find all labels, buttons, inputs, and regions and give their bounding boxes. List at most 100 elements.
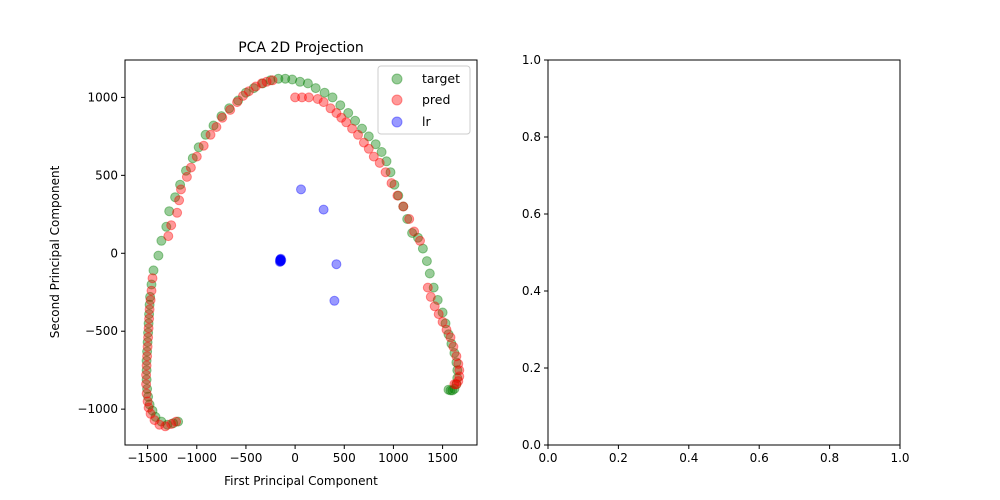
y-tick-label: −500	[85, 324, 118, 338]
point-pred	[380, 167, 391, 178]
point-target	[437, 307, 448, 318]
point-pred	[453, 376, 464, 387]
point-pred	[205, 129, 216, 140]
point-pred	[386, 178, 397, 189]
point-pred	[312, 94, 323, 104]
point-target	[446, 338, 457, 349]
point-target	[143, 327, 154, 338]
point-lr	[275, 253, 286, 264]
point-pred	[267, 75, 278, 86]
point-target	[175, 179, 186, 190]
pca-subplot: PCA 2D Projection −1500 −1000 −500 0 500 1000…	[48, 40, 478, 488]
point-pred	[451, 379, 462, 390]
point-pred	[185, 162, 196, 173]
point-target	[424, 268, 435, 279]
point-lr	[275, 256, 286, 267]
point-pred	[141, 369, 152, 380]
point-pred	[166, 419, 177, 429]
point-target	[452, 373, 463, 383]
point-pred	[297, 92, 307, 103]
point-target	[407, 228, 418, 238]
point-target	[452, 365, 463, 376]
point-pred	[454, 371, 465, 382]
x-tick-label: 0.6	[750, 451, 769, 465]
y-axis-ticks: −1000 −500 0 500 1000	[77, 90, 125, 416]
point-target	[421, 256, 432, 267]
point-target	[200, 129, 211, 140]
point-target	[295, 76, 305, 87]
point-lr	[275, 256, 286, 267]
x-tick-label: 1500	[427, 451, 458, 465]
point-target	[156, 235, 167, 246]
empty-subplot: 0.0 0.2 0.4 0.6 0.8 1.0 0.0 0.2 0.4 0.6 0.8 1.0	[522, 53, 910, 465]
point-target	[164, 206, 175, 217]
point-pred	[191, 151, 202, 162]
y-tick-label: 0.8	[522, 130, 541, 144]
point-target	[370, 139, 381, 150]
y-tick-label: 500	[95, 168, 118, 182]
point-target	[443, 329, 454, 340]
point-pred	[318, 97, 329, 108]
point-pred	[341, 117, 352, 128]
y-axis-label: Second Principal Component	[48, 165, 62, 338]
point-pred	[331, 108, 342, 118]
point-pred	[172, 207, 183, 218]
x-axis-ticks: 0.0 0.2 0.4 0.6 0.8 1.0	[538, 445, 910, 465]
point-pred	[353, 129, 363, 140]
legend-label-pred: pred	[422, 92, 450, 107]
point-pred	[160, 421, 171, 432]
point-target	[161, 221, 172, 232]
y-tick-label: 1.0	[522, 53, 541, 67]
y-tick-label: 0	[110, 246, 118, 260]
point-target	[216, 111, 227, 122]
point-target	[141, 365, 152, 376]
point-target	[156, 416, 167, 427]
point-target	[162, 419, 173, 430]
point-target	[447, 385, 458, 396]
point-pred	[141, 360, 152, 371]
point-pred	[425, 291, 436, 302]
point-pred	[147, 273, 158, 284]
point-pred	[445, 332, 456, 343]
x-tick-label: 1.0	[890, 451, 909, 465]
point-pred	[347, 123, 358, 134]
point-pred	[142, 341, 153, 352]
point-pred	[256, 78, 267, 89]
point-pred	[433, 309, 444, 320]
point-pred	[454, 365, 465, 376]
point-pred	[143, 332, 154, 343]
x-axis-label: First Principal Component	[224, 474, 378, 488]
point-target	[449, 383, 460, 394]
point-target	[413, 232, 423, 243]
legend-marker-lr	[391, 116, 403, 128]
point-target	[224, 103, 235, 114]
point-target	[143, 391, 154, 402]
point-pred	[448, 341, 459, 352]
point-target	[445, 385, 456, 396]
y-axis-ticks: 0.0 0.2 0.4 0.6 0.8 1.0	[522, 53, 548, 452]
point-pred	[141, 388, 152, 399]
point-pred	[232, 97, 243, 108]
point-pred	[441, 324, 452, 335]
x-tick-label: 0.8	[820, 451, 839, 465]
point-lr	[275, 255, 286, 266]
point-pred	[163, 231, 174, 242]
point-pred	[422, 282, 433, 293]
point-pred	[453, 358, 464, 369]
point-target	[145, 291, 156, 302]
legend-marker-target	[391, 73, 403, 85]
x-tick-label: 0.2	[609, 451, 628, 465]
point-target	[343, 108, 354, 118]
point-target	[144, 299, 155, 310]
point-target	[193, 142, 204, 153]
y-tick-label: −1000	[77, 402, 118, 416]
point-pred	[429, 301, 440, 312]
point-target	[141, 355, 152, 366]
y-tick-label: 0.4	[522, 284, 541, 298]
point-target	[153, 250, 164, 261]
point-target	[385, 167, 396, 178]
point-pred	[176, 184, 186, 195]
point-target	[146, 279, 157, 290]
point-target	[350, 115, 361, 126]
point-target	[393, 190, 404, 201]
